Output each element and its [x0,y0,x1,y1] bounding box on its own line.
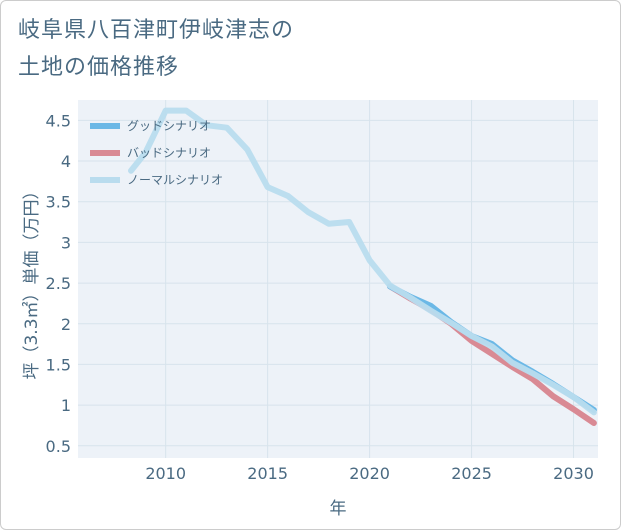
chart-title-line-2: 土地の価格推移 [18,55,180,80]
plot-area [78,100,598,458]
y-tick-label: 1.5 [46,355,71,374]
x-axis-ticks: 2010 2015 2020 2025 2030 [145,464,594,483]
y-axis-title: 坪（3.3㎡）単価（万円） [22,182,42,379]
x-tick-label: 2030 [553,464,594,483]
y-tick-label: 0.5 [46,437,71,456]
chart-title-line-1: 岐阜県八百津町伊岐津志の [18,18,295,43]
legend-label-good: グッドシナリオ [127,119,211,133]
y-tick-label: 3 [61,233,71,252]
x-tick-label: 2010 [145,464,186,483]
x-tick-label: 2020 [349,464,390,483]
legend-label-bad: バッドシナリオ [127,146,211,160]
gridlines [78,100,598,458]
x-tick-label: 2025 [451,464,492,483]
chart-title: 岐阜県八百津町伊岐津志の 土地の価格推移 [18,12,294,86]
series-lines [128,107,597,426]
y-tick-label: 2 [61,315,71,334]
x-axis-title: 年 [330,499,347,519]
x-tick-label: 2015 [247,464,288,483]
legend-label-normal: ノーマルシナリオ [127,173,223,187]
y-tick-label: 2.5 [46,274,71,293]
y-tick-label: 4 [61,152,71,171]
y-axis-ticks: 0.5 1 1.5 2 2.5 3 3.5 4 4.5 [46,111,71,455]
y-tick-label: 3.5 [46,193,71,212]
series-line-normal [128,107,597,416]
y-tick-label: 1 [61,396,71,415]
y-tick-label: 4.5 [46,111,71,130]
